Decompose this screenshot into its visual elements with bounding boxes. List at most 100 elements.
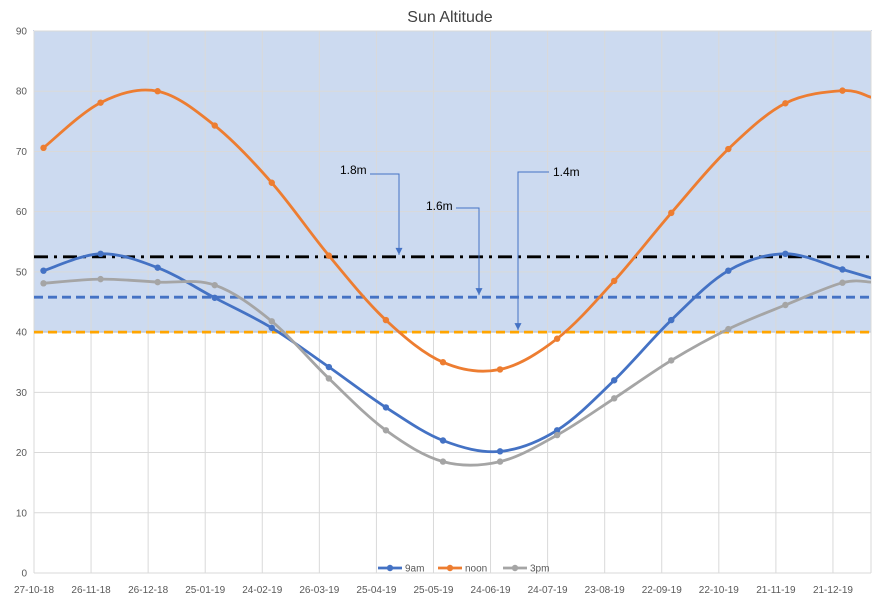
- annotation-label: 1.6m: [426, 199, 453, 213]
- y-tick-label: 90: [16, 27, 28, 38]
- data-point: [382, 316, 390, 324]
- data-point: [553, 335, 561, 342]
- shaded-band: [33, 30, 872, 333]
- annotation-arrowhead: [475, 288, 483, 296]
- data-point: [782, 250, 789, 258]
- data-point: [496, 366, 504, 373]
- data-point: [782, 301, 789, 309]
- x-tick-label: 26-03-19: [299, 585, 339, 596]
- shaded-band-layer: [33, 30, 872, 333]
- data-point: [211, 294, 218, 301]
- x-tick-label: 25-04-19: [356, 585, 396, 596]
- data-point: [211, 281, 218, 289]
- y-tick-label: 20: [16, 448, 28, 459]
- series-layer: [40, 87, 871, 467]
- annotation-label: 1.4m: [553, 165, 580, 179]
- data-point: [97, 275, 104, 283]
- data-point: [268, 318, 275, 325]
- chart-title: Sun Altitude: [407, 9, 493, 26]
- data-point: [610, 277, 618, 285]
- data-point: [439, 437, 447, 444]
- data-point: [839, 279, 846, 286]
- y-tick-label: 30: [16, 388, 28, 399]
- data-point: [610, 395, 618, 402]
- data-point: [325, 375, 333, 382]
- data-point: [325, 252, 333, 259]
- data-point: [40, 280, 47, 287]
- y-axis-ticks: 0 10 20 30 40 50 60 70 80 90: [16, 27, 28, 580]
- data-point: [725, 145, 732, 153]
- series-line: [42, 88, 871, 373]
- annotation-callout: 1.8m: [340, 163, 403, 255]
- data-point: [154, 264, 161, 271]
- y-tick-label: 0: [21, 569, 27, 580]
- data-point: [40, 267, 47, 274]
- data-point: [439, 458, 447, 465]
- x-axis-ticks: 27-10-18 26-11-18 26-12-18 25-01-19 24-02-19…: [14, 585, 853, 596]
- data-point: [496, 448, 504, 455]
- x-tick-label: 24-02-19: [242, 585, 282, 596]
- annotation-arrowhead: [395, 247, 403, 255]
- legend-item-3pm: 3pm: [503, 564, 549, 575]
- x-tick-label: 24-06-19: [471, 585, 511, 596]
- data-point: [496, 458, 504, 465]
- x-tick-label: 26-11-18: [71, 585, 111, 596]
- data-point: [268, 324, 275, 332]
- data-point: [154, 278, 161, 286]
- grid-layer: [33, 30, 872, 574]
- data-point: [668, 357, 675, 364]
- data-point: [40, 144, 47, 152]
- y-tick-label: 50: [16, 267, 28, 278]
- x-tick-label: 26-12-18: [128, 585, 168, 596]
- data-point: [553, 427, 561, 434]
- data-point: [97, 250, 104, 258]
- data-point: [382, 404, 390, 411]
- x-tick-label: 21-12-19: [813, 585, 853, 596]
- x-tick-label: 21-11-19: [756, 585, 796, 596]
- legend-swatch-marker: [446, 564, 454, 572]
- data-point: [268, 179, 275, 186]
- data-point: [725, 325, 732, 333]
- data-point: [97, 99, 104, 106]
- x-tick-label: 22-10-19: [699, 585, 739, 596]
- y-tick-label: 10: [16, 508, 28, 519]
- annotation-arrowhead: [514, 323, 522, 331]
- data-point: [668, 209, 675, 217]
- data-point: [439, 359, 447, 366]
- legend-item-9am: 9am: [378, 564, 424, 575]
- series-line: [42, 277, 871, 467]
- legend-label: 9am: [405, 564, 424, 575]
- legend-item-noon: noon: [438, 564, 487, 575]
- reference-lines-layer: [34, 255, 871, 334]
- data-point: [668, 316, 675, 324]
- data-point: [382, 427, 390, 434]
- x-tick-label: 25-05-19: [413, 585, 453, 596]
- x-tick-label: 24-07-19: [528, 585, 568, 596]
- data-point: [782, 100, 789, 107]
- legend-label: 3pm: [530, 564, 549, 575]
- y-tick-label: 70: [16, 147, 28, 158]
- series-noon: [40, 87, 871, 373]
- data-point: [211, 122, 218, 129]
- series-line: [42, 252, 871, 454]
- annotation-arrow-line: [456, 207, 480, 296]
- x-tick-label: 23-08-19: [585, 585, 625, 596]
- x-tick-label: 27-10-18: [14, 585, 54, 596]
- x-tick-label: 25-01-19: [185, 585, 225, 596]
- y-tick-label: 60: [16, 207, 28, 218]
- annotation-arrow-line: [370, 173, 400, 255]
- legend: 9am noon 3pm: [378, 564, 549, 575]
- legend-swatch-marker: [511, 564, 519, 572]
- x-tick-label: 22-09-19: [642, 585, 682, 596]
- legend-label: noon: [465, 564, 487, 575]
- series-3pm: [40, 275, 871, 467]
- annotation-arrow-line: [517, 171, 549, 331]
- legend-swatch-marker: [386, 564, 394, 572]
- annotation-label: 1.8m: [340, 163, 367, 177]
- annotations-layer: 1.8m 1.6m 1.4m: [340, 163, 580, 331]
- y-tick-label: 40: [16, 328, 28, 339]
- data-point: [325, 363, 333, 371]
- annotation-callout: 1.4m: [514, 165, 580, 331]
- data-point: [839, 266, 846, 273]
